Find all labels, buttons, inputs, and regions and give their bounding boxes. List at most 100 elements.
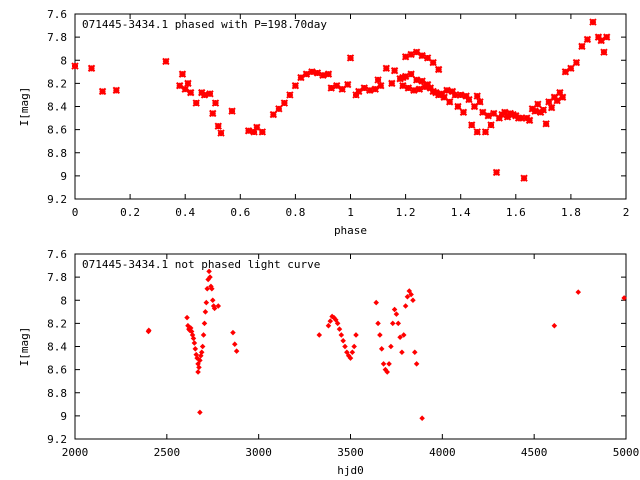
data-point bbox=[412, 349, 418, 356]
x-tick-label: 0.4 bbox=[175, 206, 195, 219]
data-point bbox=[280, 99, 289, 107]
data-point bbox=[373, 299, 379, 306]
data-point bbox=[423, 54, 432, 62]
data-point bbox=[200, 91, 209, 99]
data-point bbox=[203, 299, 210, 306]
x-tick-label: 4500 bbox=[521, 446, 548, 459]
data-point bbox=[250, 128, 258, 136]
x-tick-label: 0 bbox=[72, 206, 79, 219]
data-point bbox=[594, 33, 603, 41]
data-point bbox=[269, 110, 278, 119]
data-point bbox=[198, 349, 205, 356]
data-point bbox=[400, 332, 407, 338]
y-tick-label: 7.6 bbox=[47, 8, 67, 21]
data-point bbox=[352, 91, 360, 99]
data-point bbox=[481, 128, 490, 136]
data-point bbox=[572, 58, 581, 67]
plot-frame bbox=[74, 13, 627, 200]
data-point bbox=[316, 332, 323, 338]
data-point bbox=[556, 88, 564, 97]
data-point bbox=[407, 50, 415, 59]
plot-title: 071445-3434.1 phased with P=198.70day bbox=[82, 18, 327, 31]
data-point bbox=[445, 98, 454, 106]
data-point bbox=[87, 64, 96, 73]
data-point bbox=[206, 268, 212, 275]
data-point bbox=[338, 85, 346, 93]
data-point bbox=[175, 81, 184, 90]
data-point bbox=[181, 85, 189, 93]
data-point bbox=[401, 72, 410, 81]
data-point bbox=[353, 332, 359, 338]
x-axis-label: hjd0 bbox=[337, 464, 364, 477]
data-point bbox=[419, 415, 425, 421]
data-point bbox=[583, 35, 592, 44]
data-point bbox=[525, 116, 534, 125]
data-point bbox=[360, 84, 368, 92]
data-point bbox=[410, 297, 416, 304]
data-point bbox=[404, 294, 411, 300]
data-point bbox=[506, 109, 514, 118]
data-point bbox=[187, 88, 195, 97]
y-axis-label: I[mag] bbox=[18, 327, 31, 367]
plot-title: 071445-3434.1 not phased light curve bbox=[82, 258, 320, 271]
data-point bbox=[465, 95, 473, 104]
data-point bbox=[308, 68, 316, 76]
data-point bbox=[340, 337, 346, 344]
data-point bbox=[192, 346, 199, 352]
data-point bbox=[313, 69, 322, 77]
data-point bbox=[202, 309, 209, 315]
data-point bbox=[448, 87, 457, 96]
data-point bbox=[215, 303, 222, 309]
data-point bbox=[342, 343, 348, 350]
data-point bbox=[195, 369, 201, 375]
data-point bbox=[336, 326, 343, 332]
data-point bbox=[297, 73, 305, 82]
data-point bbox=[578, 42, 586, 51]
data-point bbox=[399, 73, 407, 82]
x-tick-label: 4000 bbox=[429, 446, 456, 459]
data-point bbox=[286, 91, 294, 99]
data-point bbox=[603, 33, 611, 41]
y-tick-label: 9 bbox=[60, 410, 67, 423]
data-point bbox=[531, 107, 539, 115]
data-point bbox=[333, 317, 339, 323]
x-tick-label: 1.8 bbox=[561, 206, 581, 219]
data-point bbox=[418, 51, 426, 60]
data-point bbox=[319, 71, 327, 79]
data-point bbox=[275, 105, 283, 113]
y-tick-label: 8.6 bbox=[47, 124, 67, 137]
data-point bbox=[386, 361, 392, 367]
data-point bbox=[539, 106, 548, 114]
data-point bbox=[404, 84, 413, 92]
data-point bbox=[395, 320, 402, 327]
data-point bbox=[418, 77, 426, 85]
data-point bbox=[112, 86, 121, 95]
data-point bbox=[443, 86, 451, 95]
data-point bbox=[377, 81, 385, 90]
data-point bbox=[71, 62, 79, 70]
data-point bbox=[201, 320, 208, 327]
data-point bbox=[558, 93, 567, 101]
unphased-light-curve-panel: 2000 2500 3000 3500 4000 4500 5000 7.6 7.8 8 8.2 8.… bbox=[18, 248, 639, 477]
data-point bbox=[233, 348, 240, 354]
data-point bbox=[349, 349, 356, 356]
data-point bbox=[374, 76, 382, 84]
data-point bbox=[397, 334, 403, 341]
data-point bbox=[550, 93, 559, 101]
y-tick-label: 7.8 bbox=[47, 31, 67, 44]
data-point bbox=[393, 311, 400, 317]
data-point bbox=[542, 120, 550, 128]
data-point bbox=[487, 121, 495, 129]
phased-light-curve-panel: 0 0.2 0.4 0.6 0.8 1 1.2 1.4 1.6 1.8 2 7.6 7.8 8 8.2 8.4… bbox=[18, 8, 629, 237]
x-tick-label: 3000 bbox=[245, 446, 272, 459]
data-point bbox=[479, 108, 487, 116]
y-tick-label: 8.2 bbox=[47, 317, 67, 330]
data-point bbox=[437, 90, 446, 98]
data-point bbox=[197, 409, 203, 416]
y-tick-label: 8.8 bbox=[47, 147, 67, 160]
data-point bbox=[589, 18, 597, 26]
data-point bbox=[324, 70, 333, 78]
x-tick-label: 1.6 bbox=[506, 206, 526, 219]
x-tick-label: 0.6 bbox=[230, 206, 250, 219]
data-point bbox=[333, 81, 341, 90]
